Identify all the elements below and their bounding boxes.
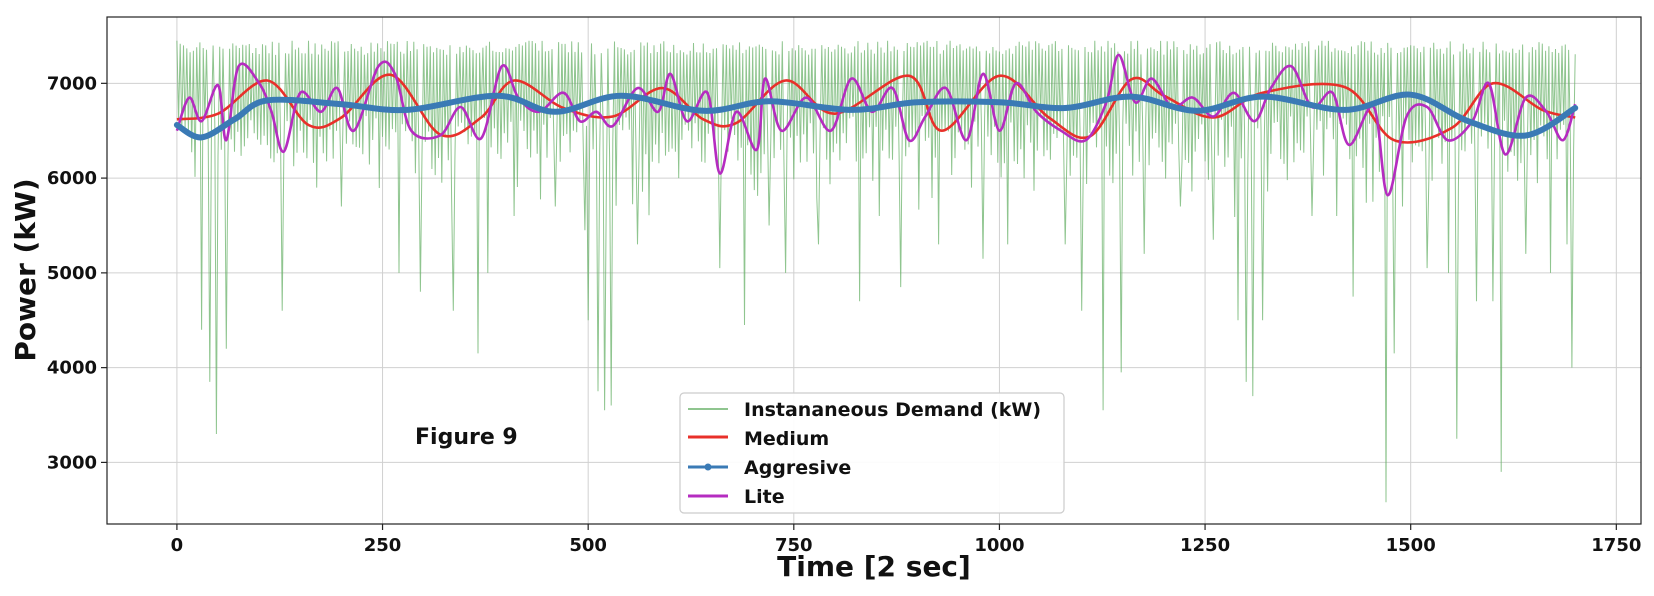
y-tick-label: 4000: [47, 358, 97, 379]
figure-annotation: Figure 9: [415, 425, 518, 450]
legend-label-medium: Medium: [744, 428, 829, 450]
legend-marker-aggresive: [704, 463, 712, 471]
legend-label-aggresive: Aggresive: [744, 457, 851, 479]
y-tick-label: 6000: [47, 168, 97, 189]
x-tick-label: 250: [364, 535, 402, 556]
x-tick-label: 1500: [1386, 535, 1436, 556]
x-tick-label: 500: [569, 535, 607, 556]
y-tick-label: 5000: [47, 263, 97, 284]
y-tick-label: 3000: [47, 452, 97, 473]
x-tick-label: 1000: [974, 535, 1024, 556]
y-tick-label: 7000: [47, 73, 97, 94]
series-line-aggresive: [173, 91, 1579, 141]
series-line-instantaneous-demand: [176, 40, 1576, 503]
y-axis-title: Power (kW): [9, 178, 42, 361]
x-tick-label: 750: [775, 535, 813, 556]
x-tick-label: 0: [171, 535, 184, 556]
legend: Instananeous Demand (kW) Medium Aggresiv…: [679, 392, 1065, 514]
x-axis-title: Time [2 sec]: [777, 550, 971, 583]
tick-layer: 0 250 500 750 1000 1250 1500 1750 3000 4000 5000 60…: [47, 73, 1641, 556]
legend-label-instantaneous-demand: Instananeous Demand (kW): [744, 399, 1041, 421]
series-layer: [173, 40, 1579, 503]
legend-box: [679, 392, 1065, 514]
series-line-lite: [175, 53, 1577, 197]
x-tick-label: 1250: [1180, 535, 1230, 556]
x-tick-label: 1750: [1591, 535, 1641, 556]
plot-area-frame: [106, 16, 1642, 525]
legend-label-lite: Lite: [744, 486, 785, 508]
